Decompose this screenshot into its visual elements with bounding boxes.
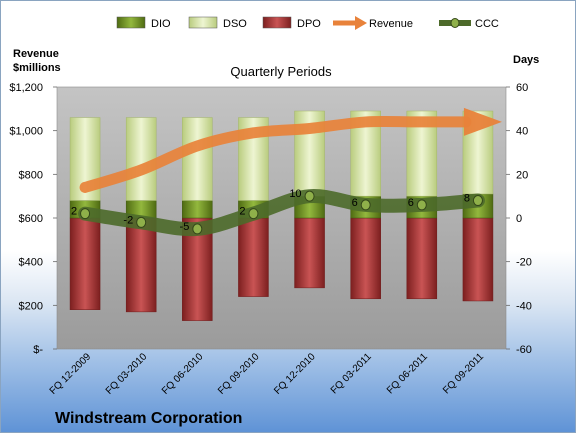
ccc-data-label: 2 (239, 206, 245, 218)
ccc-data-label: 8 (464, 193, 470, 205)
right-tick-label: 60 (516, 82, 528, 94)
right-tick-label: -20 (516, 257, 532, 269)
dpo-legend-swatch (262, 16, 292, 29)
dio-legend-swatch (116, 16, 146, 29)
dpo-bar (238, 217, 269, 297)
ccc-marker (80, 208, 91, 220)
ccc-data-label: 10 (289, 188, 301, 200)
ccc-data-label: 2 (71, 206, 77, 218)
revenue-line (79, 115, 472, 193)
ccc-marker (416, 199, 427, 211)
revenue-legend-arrowhead (355, 16, 367, 30)
dso-bar (182, 117, 213, 201)
ccc-marker (472, 195, 483, 207)
dio-bar (182, 200, 213, 219)
dso-legend-label: DSO (223, 18, 247, 30)
x-tick-label: FQ 12-2009 (48, 351, 94, 397)
ccc-marker (136, 216, 147, 228)
right-tick-label: -60 (516, 344, 532, 356)
ccc-data-label: -2 (123, 214, 133, 226)
dpo-bar (406, 217, 438, 300)
x-tick-label: FQ 09-2010 (216, 351, 262, 397)
dso-legend-swatch (188, 16, 218, 29)
left-tick-label: $200 (19, 300, 43, 312)
ccc-legend-marker (450, 18, 460, 28)
dpo-legend-label: DPO (297, 18, 321, 30)
company-name: Windstream Corporation (55, 410, 242, 427)
x-tick-label: FQ 09-2011 (441, 351, 486, 396)
left-tick-label: $1,000 (9, 126, 43, 138)
right-tick-label: 40 (516, 126, 528, 138)
left-tick-label: $800 (19, 169, 43, 181)
dpo-bar (350, 217, 381, 300)
dpo-bar (125, 217, 157, 313)
dpo-bar (294, 217, 325, 289)
chart-subtitle: Quarterly Periods (230, 64, 332, 79)
left-tick-label: $- (33, 344, 43, 356)
left-axis-title-line2: $millions (13, 62, 61, 74)
ccc-data-label: -5 (180, 221, 190, 233)
left-tick-label: $1,200 (9, 82, 43, 94)
ccc-data-label: 6 (408, 197, 414, 209)
x-tick-label: FQ 06-2010 (160, 351, 206, 397)
revenue-layer (79, 107, 502, 193)
ccc-marker (304, 190, 315, 202)
left-tick-label: $400 (19, 257, 43, 269)
x-tick-label: FQ 06-2011 (385, 351, 430, 396)
legend: DIO DSO DPO Revenue CCC (116, 16, 499, 30)
right-axis-title: Days (513, 54, 539, 66)
revenue-legend-label: Revenue (369, 18, 413, 30)
dpo-bar (462, 217, 494, 302)
dso-bar (125, 117, 157, 201)
left-tick-label: $600 (19, 213, 43, 225)
x-tick-label: FQ 12-2010 (272, 351, 318, 397)
ccc-layer: 2 -2 -5 2 10 6 6 8 (71, 188, 485, 237)
dpo-bar (69, 217, 101, 310)
left-axis-title-line1: Revenue (13, 48, 59, 60)
right-tick-label: -40 (516, 300, 532, 312)
revenue-arrowhead (463, 107, 502, 136)
ccc-data-label: 6 (352, 197, 358, 209)
ccc-legend-label: CCC (475, 18, 499, 30)
x-tick-label: FQ 03-2011 (329, 351, 374, 396)
x-tick-label: FQ 03-2010 (104, 351, 150, 397)
right-tick-label: 20 (516, 169, 528, 181)
dio-legend-label: DIO (151, 18, 171, 30)
ccc-marker (192, 223, 203, 235)
ccc-marker (360, 199, 371, 211)
right-tick-label: 0 (516, 213, 522, 225)
bars-layer (69, 110, 494, 321)
ccc-marker (248, 208, 259, 220)
